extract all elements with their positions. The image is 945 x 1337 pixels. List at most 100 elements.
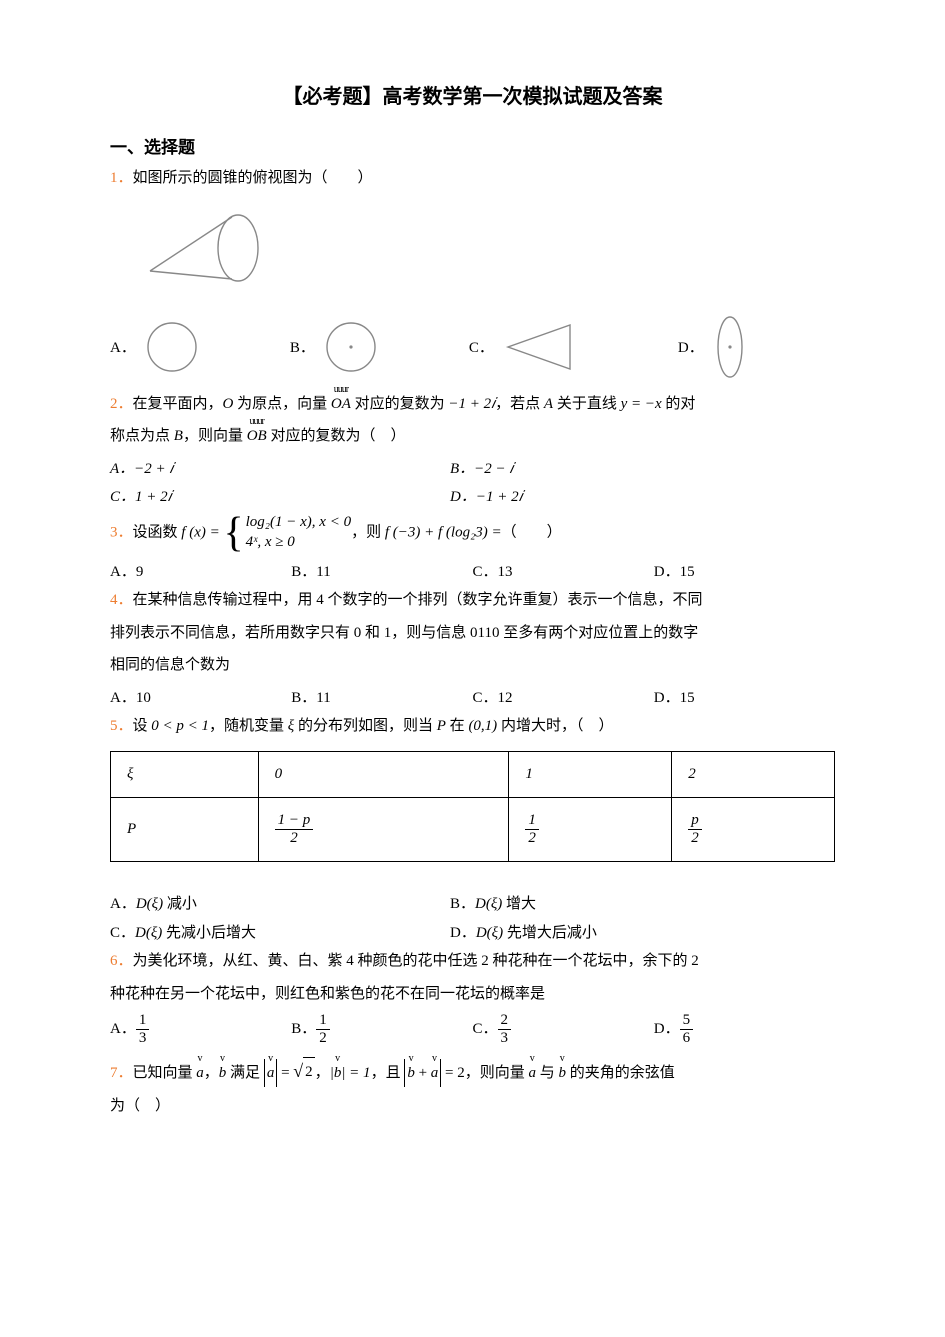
sqrt-2: √2 — [293, 1054, 314, 1088]
q1-opt-c: C． — [469, 317, 580, 377]
txt: 在复平面内， — [133, 396, 223, 412]
abs-sum: vb + va — [404, 1059, 441, 1088]
math-expr: (0,1) — [468, 718, 497, 734]
question-6: 6．为美化环境，从红、黄、白、紫 4 种颜色的花中任选 2 种花种在一个花坛中，… — [110, 947, 835, 976]
txt: 与 — [536, 1065, 559, 1081]
frac-num: p — [688, 812, 702, 830]
txt: 为原点，向量 — [233, 396, 331, 412]
vector-ob: uuurOB — [247, 422, 267, 451]
abs-b-expr: |vb| = 1 — [330, 1065, 371, 1081]
q1-cone-figure — [140, 201, 835, 306]
vector-oa: uuurOA — [331, 390, 351, 419]
frac-num: 1 — [316, 1012, 330, 1030]
question-5: 5．设 0 < p < 1，随机变量 ξ 的分布列如图，则当 P 在 (0,1)… — [110, 712, 835, 741]
q6-opt-c: C．23 — [473, 1012, 654, 1048]
txt: B． — [450, 896, 475, 912]
txt: ，若点 — [495, 396, 544, 412]
q7-number: 7． — [110, 1065, 133, 1081]
opt-label: D． — [678, 336, 704, 357]
q1-text: 如图所示的圆锥的俯视图为（ ） — [133, 170, 373, 186]
frac-den: 2 — [275, 830, 314, 847]
math-expr: D(ξ) — [136, 896, 163, 912]
frac-num: 2 — [498, 1012, 512, 1030]
q6-opt-b: B．12 — [291, 1012, 472, 1048]
math-expr: y = −x — [621, 396, 662, 412]
txt: ， — [315, 1065, 330, 1081]
q2-opt-b: B．−2 − 𝑖 — [450, 455, 835, 484]
frac-num: 1 — [136, 1012, 150, 1030]
txt: A． — [110, 1021, 136, 1037]
txt: D． — [450, 925, 476, 941]
vec-arrow: v — [268, 1049, 273, 1068]
txt: C． — [473, 1021, 498, 1037]
txt: D． — [654, 1021, 680, 1037]
frac-den: 3 — [136, 1030, 150, 1047]
q6-opt-d: D．56 — [654, 1012, 835, 1048]
txt: 满足 — [226, 1065, 264, 1081]
math-var: O — [223, 396, 234, 412]
question-1: 1．如图所示的圆锥的俯视图为（ ） — [110, 164, 835, 193]
table-cell: p2 — [672, 797, 835, 862]
q5-opts-row2: C．D(ξ) 先减小后增大 D．D(ξ) 先增大后减小 — [110, 919, 835, 948]
math-expr: f (−3) + f (log₂3) = — [385, 524, 502, 540]
piece-row-2: 4ˣ, x ≥ 0 — [246, 533, 351, 553]
distribution-table: ξ 0 1 2 P 1 − p2 12 p2 — [110, 751, 835, 863]
frac-den: 2 — [316, 1030, 330, 1047]
math-expr: D(ξ) — [135, 925, 162, 941]
q6-number: 6． — [110, 953, 133, 969]
txt: ，则向量 — [183, 428, 247, 444]
vec-arrow: v — [335, 1049, 340, 1068]
vector-a: va — [196, 1059, 204, 1088]
q1-opt-d: D． — [678, 312, 750, 382]
q2-opt-d: D．−1 + 2𝑖 — [450, 483, 835, 512]
txt: ，则 — [351, 524, 385, 540]
q2-opts-row1: A．−2 + 𝑖 B．−2 − 𝑖 — [110, 455, 835, 484]
sqrt-val: 2 — [303, 1057, 315, 1087]
txt: 内增大时，（ ） — [497, 718, 613, 734]
q6-options: A．13 B．12 C．23 D．56 — [110, 1012, 835, 1048]
question-7: 7．已知向量 va，vb 满足 va = √2，|vb| = 1，且 vb + … — [110, 1054, 835, 1088]
table-row: ξ 0 1 2 — [111, 751, 835, 797]
math-var: B — [174, 428, 183, 444]
txt: 先增大后减小 — [503, 925, 597, 941]
math-var: P — [437, 718, 446, 734]
vector-b: vb — [559, 1059, 567, 1088]
txt: B． — [291, 1021, 316, 1037]
frac-den: 2 — [688, 830, 702, 847]
txt: ， — [204, 1065, 219, 1081]
vector-a: va — [529, 1059, 537, 1088]
txt: 对应的复数为（ ） — [267, 428, 406, 444]
txt: 为美化环境，从红、黄、白、紫 4 种颜色的花中任选 2 种花种在一个花坛中，余下… — [133, 953, 699, 969]
q4-opt-b: B．11 — [291, 684, 472, 713]
q6-line2: 种花种在另一个花坛中，则红色和紫色的花不在同一花坛的概率是 — [110, 980, 835, 1009]
txt: 设函数 — [133, 524, 182, 540]
txt: 的夹角的余弦值 — [566, 1065, 675, 1081]
q5-opts-row1: A．D(ξ) 减小 B．D(ξ) 增大 — [110, 890, 835, 919]
table-cell: 12 — [509, 797, 672, 862]
txt: 已知向量 — [133, 1065, 197, 1081]
txt: ，且 — [371, 1065, 405, 1081]
table-cell: 1 — [509, 751, 672, 797]
txt: = 2 — [441, 1065, 464, 1081]
circle-icon — [142, 317, 202, 377]
opt-label: B． — [290, 336, 315, 357]
q4-line2: 排列表示不同信息，若所用数字只有 0 和 1，则与信息 0110 至多有两个对应… — [110, 619, 835, 648]
vector-b: vb — [219, 1059, 227, 1088]
piecewise-function: { log₂(1 − x), x < 0 4ˣ, x ≥ 0 — [223, 512, 351, 554]
txt: 设 — [133, 718, 152, 734]
question-2-line2: 称点为点 B，则向量 uuurOB 对应的复数为（ ） — [110, 422, 835, 451]
q3-opt-c: C．13 — [473, 558, 654, 587]
q3-opt-d: D．15 — [654, 558, 835, 587]
q4-options: A．10 B．11 C．12 D．15 — [110, 684, 835, 713]
q4-opt-a: A．10 — [110, 684, 291, 713]
piece-row-1: log₂(1 − x), x < 0 — [246, 513, 351, 533]
q4-number: 4． — [110, 592, 133, 608]
table-cell: ξ — [111, 751, 259, 797]
txt: 在 — [446, 718, 469, 734]
q1-number: 1． — [110, 170, 133, 186]
txt: 的对 — [662, 396, 696, 412]
q5-opt-d: D．D(ξ) 先增大后减小 — [450, 919, 835, 948]
section-heading: 一、选择题 — [110, 133, 835, 158]
math-expr: 0 < p < 1 — [151, 718, 209, 734]
math-expr: D(ξ) — [476, 925, 503, 941]
